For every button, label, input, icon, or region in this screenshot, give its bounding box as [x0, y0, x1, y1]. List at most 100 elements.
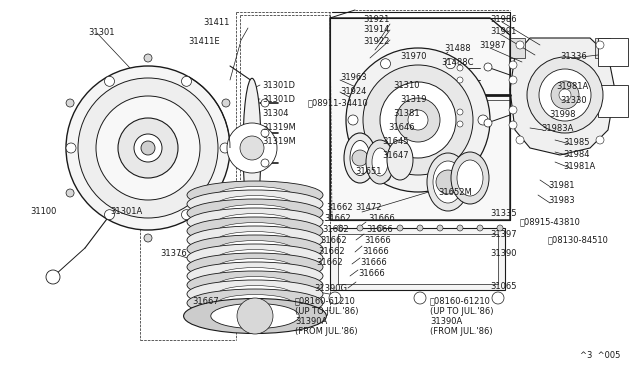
Text: 31662: 31662 — [324, 214, 351, 223]
Ellipse shape — [187, 199, 323, 227]
Circle shape — [414, 292, 426, 304]
Ellipse shape — [350, 141, 370, 176]
Text: 31981: 31981 — [548, 181, 575, 190]
Text: 31304: 31304 — [262, 109, 289, 118]
Text: 31662: 31662 — [326, 203, 353, 212]
Circle shape — [484, 119, 492, 127]
Ellipse shape — [387, 140, 413, 180]
Ellipse shape — [187, 253, 323, 281]
Circle shape — [227, 123, 277, 173]
Text: 31667: 31667 — [192, 297, 219, 306]
Bar — [338, 234, 498, 284]
Bar — [330, 228, 505, 290]
Text: 31645: 31645 — [382, 137, 408, 146]
Ellipse shape — [187, 181, 323, 209]
Ellipse shape — [218, 267, 292, 285]
Text: 31666: 31666 — [368, 214, 395, 223]
Text: 31100: 31100 — [30, 207, 56, 216]
Text: 31662: 31662 — [320, 236, 347, 245]
Circle shape — [417, 225, 423, 231]
Text: (UP TO JUL.'86): (UP TO JUL.'86) — [430, 307, 493, 316]
Text: 31301D: 31301D — [262, 95, 295, 104]
Text: 31984: 31984 — [563, 150, 589, 159]
Circle shape — [516, 136, 524, 144]
Circle shape — [66, 66, 230, 230]
Text: 31319M: 31319M — [262, 137, 296, 146]
Circle shape — [134, 134, 162, 162]
Text: 31330: 31330 — [560, 96, 587, 105]
Circle shape — [381, 171, 390, 181]
Text: 31319: 31319 — [400, 95, 426, 104]
Circle shape — [381, 59, 390, 69]
Circle shape — [445, 171, 456, 181]
Text: 31319M: 31319M — [262, 123, 296, 132]
Circle shape — [478, 115, 488, 125]
Circle shape — [539, 69, 591, 121]
Ellipse shape — [218, 214, 292, 230]
Circle shape — [352, 150, 368, 166]
Ellipse shape — [218, 295, 292, 311]
Circle shape — [104, 76, 115, 86]
Text: 31646: 31646 — [388, 123, 415, 132]
Circle shape — [240, 136, 264, 160]
Ellipse shape — [187, 190, 323, 218]
Ellipse shape — [218, 205, 292, 221]
Text: ^3  ^005: ^3 ^005 — [580, 351, 620, 360]
Circle shape — [348, 115, 358, 125]
Circle shape — [357, 225, 363, 231]
Circle shape — [363, 65, 473, 175]
Circle shape — [141, 141, 155, 155]
Text: 31963: 31963 — [340, 73, 367, 82]
Text: 31983: 31983 — [548, 196, 575, 205]
Text: 31390G: 31390G — [314, 284, 347, 293]
Ellipse shape — [187, 271, 323, 299]
Circle shape — [484, 63, 492, 71]
Text: 31998: 31998 — [549, 110, 575, 119]
Ellipse shape — [187, 208, 323, 236]
Circle shape — [516, 41, 524, 49]
Ellipse shape — [218, 250, 292, 266]
Text: 31411: 31411 — [203, 18, 229, 27]
Text: 31662: 31662 — [316, 258, 342, 267]
Circle shape — [380, 82, 456, 158]
Circle shape — [346, 48, 490, 192]
Text: 31411E: 31411E — [188, 37, 220, 46]
Circle shape — [329, 292, 341, 304]
Text: 31390A: 31390A — [430, 317, 462, 326]
Ellipse shape — [372, 148, 388, 176]
Circle shape — [144, 54, 152, 62]
Circle shape — [457, 65, 463, 71]
Text: 31666: 31666 — [362, 247, 388, 256]
Text: 31662: 31662 — [322, 225, 349, 234]
Bar — [598, 85, 628, 117]
Circle shape — [397, 225, 403, 231]
Circle shape — [445, 59, 456, 69]
Circle shape — [559, 89, 571, 101]
Ellipse shape — [184, 298, 326, 334]
Text: 31336: 31336 — [560, 52, 587, 61]
Ellipse shape — [218, 232, 292, 248]
Text: 31987: 31987 — [479, 41, 506, 50]
Text: 31914: 31914 — [363, 25, 389, 34]
Circle shape — [261, 159, 269, 167]
Circle shape — [220, 143, 230, 153]
Ellipse shape — [218, 259, 292, 275]
Text: (UP TO JUL.'86): (UP TO JUL.'86) — [295, 307, 358, 316]
Circle shape — [457, 225, 463, 231]
Circle shape — [497, 225, 503, 231]
Circle shape — [377, 225, 383, 231]
Circle shape — [261, 99, 269, 107]
Text: 31301A: 31301A — [110, 207, 142, 216]
Ellipse shape — [427, 153, 469, 211]
Text: 31922: 31922 — [363, 37, 389, 46]
Ellipse shape — [344, 133, 376, 183]
Text: 31921: 31921 — [363, 15, 389, 24]
Circle shape — [118, 118, 178, 178]
Ellipse shape — [243, 78, 261, 218]
Circle shape — [222, 189, 230, 197]
Text: 31381: 31381 — [393, 109, 420, 118]
Bar — [595, 38, 610, 58]
Text: 31981A: 31981A — [563, 162, 595, 171]
Text: Ⓓ08160-61210: Ⓓ08160-61210 — [295, 296, 356, 305]
Bar — [598, 38, 628, 66]
